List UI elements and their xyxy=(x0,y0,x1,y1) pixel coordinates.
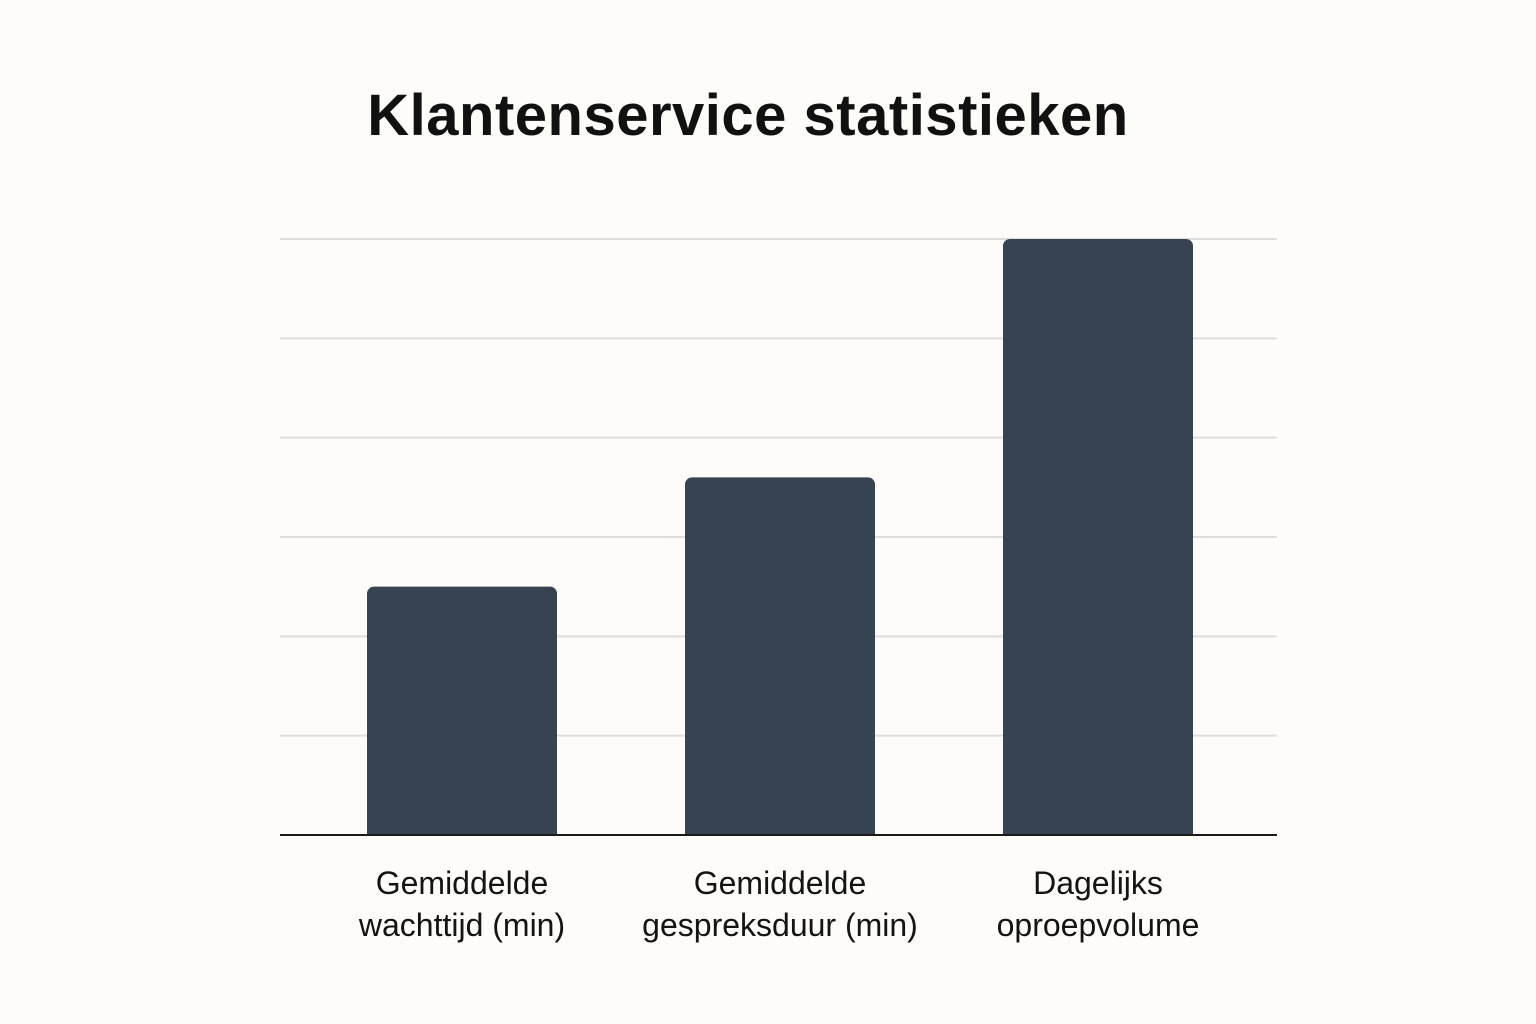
category-label-line: Gemiddelde xyxy=(694,865,867,901)
bars xyxy=(280,239,1277,844)
category-label-line: oproepvolume xyxy=(997,907,1200,943)
baseline-mask xyxy=(280,836,1277,844)
category-label-3: Dagelijks oproepvolume xyxy=(997,865,1200,943)
bar-3 xyxy=(1003,239,1193,841)
category-label-line: Dagelijks xyxy=(1033,865,1163,901)
bar-1 xyxy=(367,586,557,841)
chart-title: Klantenservice statistieken xyxy=(367,83,1129,148)
bar-2 xyxy=(685,477,875,841)
category-label-line: wachttijd (min) xyxy=(358,907,565,943)
category-label-2: Gemiddelde gespreksduur (min) xyxy=(642,865,918,943)
category-label-1: Gemiddelde wachttijd (min) xyxy=(358,865,565,943)
category-label-line: gespreksduur (min) xyxy=(642,907,918,943)
category-label-line: Gemiddelde xyxy=(376,865,549,901)
category-labels: Gemiddelde wachttijd (min) Gemiddelde gespr… xyxy=(358,865,1200,943)
